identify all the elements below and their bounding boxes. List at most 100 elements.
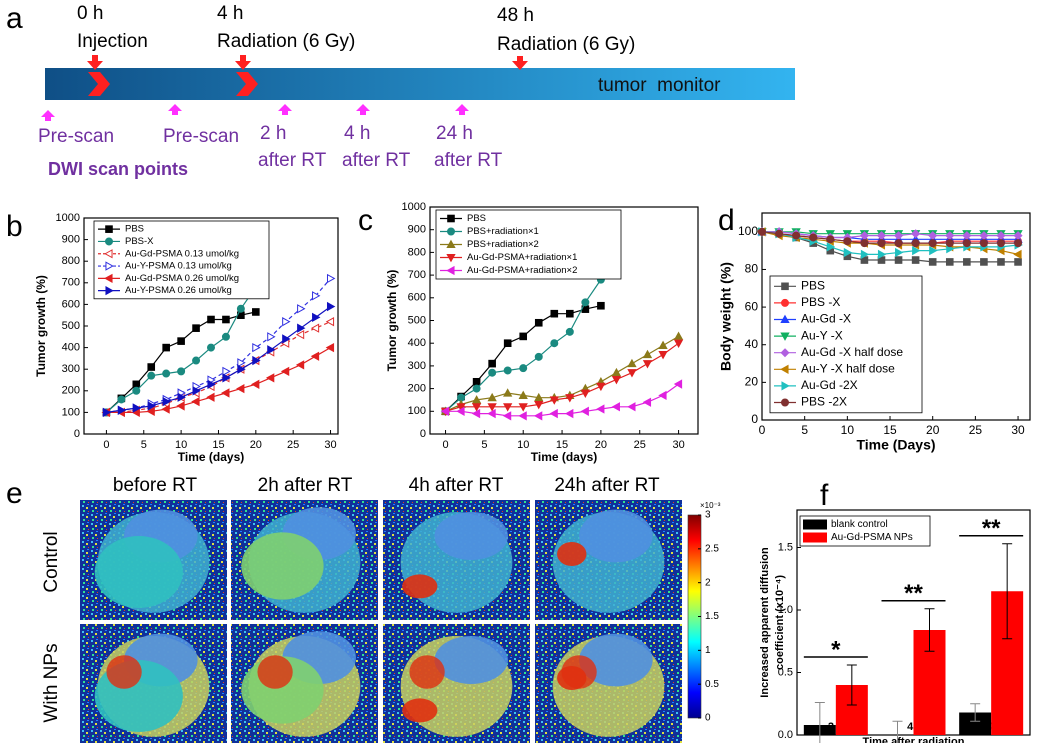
x-tick-label: 0 bbox=[442, 439, 448, 451]
marker bbox=[911, 229, 921, 239]
marker bbox=[161, 404, 170, 414]
timeline-bar bbox=[45, 68, 795, 100]
marker bbox=[221, 388, 230, 398]
marker bbox=[843, 247, 853, 258]
marker bbox=[945, 239, 954, 248]
column-title: 4h after RT bbox=[409, 475, 504, 496]
column-title: 24h after RT bbox=[554, 475, 660, 496]
column-title: 2h after RT bbox=[258, 475, 353, 496]
marker bbox=[471, 403, 482, 412]
legend-swatch bbox=[803, 519, 827, 530]
x-tick-label: 10 bbox=[517, 439, 529, 451]
legend-label: PBS bbox=[125, 224, 144, 235]
marker bbox=[162, 343, 170, 352]
scan-label: 4 h bbox=[344, 123, 370, 144]
marker bbox=[192, 356, 201, 365]
marker bbox=[550, 339, 559, 348]
tissue bbox=[561, 655, 597, 689]
series-line bbox=[106, 306, 331, 413]
marker bbox=[611, 367, 622, 377]
marker bbox=[312, 312, 321, 323]
series-line bbox=[106, 321, 331, 413]
marker bbox=[534, 318, 543, 327]
colorbar-tick-label: 0.5 bbox=[705, 679, 719, 690]
marker bbox=[310, 351, 320, 361]
legend-label: PBS -X bbox=[801, 295, 840, 309]
panel-letter: b bbox=[6, 210, 23, 243]
arrow bbox=[168, 104, 182, 115]
marker bbox=[596, 404, 605, 414]
event-label: Injection bbox=[77, 31, 148, 52]
marker bbox=[963, 258, 971, 266]
marker bbox=[928, 239, 937, 248]
series-line bbox=[761, 231, 1019, 255]
marker bbox=[117, 405, 127, 415]
colorbar-tick-label: 3 bbox=[705, 510, 711, 521]
arrow bbox=[512, 56, 528, 70]
series-line bbox=[761, 231, 1019, 263]
scan-label: Pre-scan bbox=[38, 126, 114, 147]
y-tick-label: 0 bbox=[420, 428, 426, 440]
marker bbox=[627, 402, 636, 412]
marker bbox=[237, 364, 246, 374]
legend-label: Au-Gd -X bbox=[801, 312, 851, 326]
x-tick-label: 30 bbox=[672, 439, 684, 451]
marker bbox=[826, 235, 835, 244]
y-tick-label: 40 bbox=[745, 337, 759, 351]
marker bbox=[488, 368, 497, 377]
significance-label: ** bbox=[904, 580, 923, 607]
y-tick-label: 900 bbox=[408, 224, 426, 236]
legend-label: Au-Gd-PSMA 0.26 umol/kg bbox=[125, 273, 239, 284]
legend-label: Au-Y-PSMA 0.13 umol/kg bbox=[125, 261, 232, 272]
legend-label: Au-Gd-PSMA NPs bbox=[831, 532, 913, 543]
y-tick-label: 60 bbox=[745, 299, 759, 313]
marker bbox=[177, 367, 186, 376]
legend-marker bbox=[781, 298, 789, 307]
marker bbox=[236, 383, 245, 394]
marker bbox=[207, 343, 215, 352]
panel-letter: e bbox=[6, 477, 23, 510]
legend-marker bbox=[781, 381, 790, 391]
marker bbox=[102, 407, 112, 418]
legend: PBS PBS -X Au-Gd -X Au-Y -X Au-Gd -X half do… bbox=[769, 275, 923, 414]
y-tick-label: 600 bbox=[408, 292, 426, 304]
marker bbox=[596, 382, 606, 392]
arrow bbox=[41, 110, 55, 121]
y-tick-label: 300 bbox=[408, 360, 426, 372]
series-markers bbox=[758, 227, 1023, 248]
marker bbox=[252, 342, 261, 353]
marker bbox=[911, 239, 920, 248]
tissue bbox=[434, 512, 508, 560]
marker bbox=[518, 411, 527, 421]
colorbar-tick-label: 0 bbox=[705, 713, 711, 724]
marker bbox=[550, 309, 559, 318]
marker bbox=[564, 408, 574, 419]
y-tick-label: 700 bbox=[62, 277, 80, 289]
series-line bbox=[445, 383, 679, 417]
marker bbox=[206, 392, 215, 402]
legend-marker bbox=[105, 237, 113, 246]
series-line bbox=[445, 342, 679, 412]
marker bbox=[860, 249, 870, 260]
marker bbox=[472, 377, 481, 386]
colorbar-tick-label: 1 bbox=[705, 645, 711, 656]
marker bbox=[627, 358, 637, 368]
marker bbox=[642, 360, 653, 369]
scan-label: after RT bbox=[258, 150, 327, 171]
x-tick-label: 20 bbox=[595, 439, 607, 451]
bar bbox=[959, 712, 992, 735]
x-tick-label: 25 bbox=[969, 423, 983, 437]
marker bbox=[471, 395, 482, 404]
legend: PBS PBS+radiation×1 PBS+radiation×2 Au-Gd-P… bbox=[435, 209, 622, 280]
legend-label: PBS -2X bbox=[801, 395, 847, 409]
colorbar-tick-label: 2 bbox=[705, 577, 711, 588]
x-tick-label: 25 bbox=[634, 439, 646, 451]
y-tick-label: 100 bbox=[738, 224, 758, 238]
legend-marker bbox=[446, 253, 456, 263]
x-axis-label: Time (Days) bbox=[856, 437, 935, 453]
y-axis-label: Increased apparent diffusion bbox=[759, 547, 771, 698]
marker bbox=[487, 408, 496, 419]
colorbar-tick-label: 2.5 bbox=[705, 543, 719, 554]
